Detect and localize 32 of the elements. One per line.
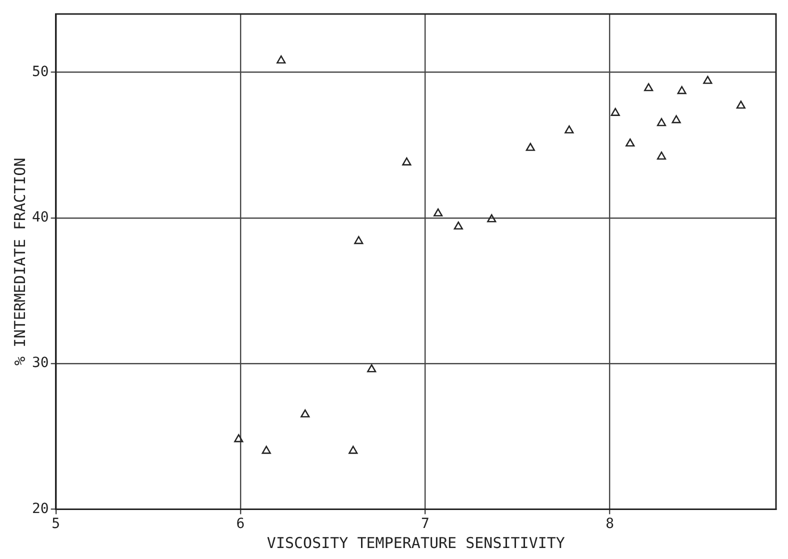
point [300, 409, 310, 418]
point [354, 236, 364, 244]
point [487, 214, 496, 222]
point [656, 118, 666, 126]
point [677, 86, 686, 94]
point [434, 208, 443, 216]
point [736, 100, 746, 109]
y-axis-title: % INTERMEDIATE FRACTION [10, 158, 29, 366]
point [610, 108, 620, 116]
point [276, 55, 286, 64]
point [703, 76, 712, 84]
y-tick-label: 20 [32, 500, 49, 517]
y-tick-label: 40 [32, 210, 49, 226]
point [644, 83, 654, 92]
y-tick-label: 50 [32, 64, 49, 80]
point [348, 446, 358, 454]
point [367, 364, 376, 372]
point [234, 434, 244, 442]
x-tick-label: 8 [606, 516, 614, 532]
x-tick-label: 5 [52, 516, 60, 532]
y-tick-label: 30 [32, 355, 49, 372]
point [402, 157, 412, 166]
point [564, 125, 574, 134]
x-axis-title: VISCOSITY TEMPERATURE SENSITIVITY [266, 534, 565, 552]
point [672, 115, 681, 124]
x-tick-label: 6 [236, 516, 245, 532]
point [262, 446, 271, 454]
point [626, 138, 635, 147]
point [526, 142, 535, 151]
x-tick-label: 7 [420, 516, 430, 532]
point [656, 152, 666, 160]
point [454, 221, 463, 230]
